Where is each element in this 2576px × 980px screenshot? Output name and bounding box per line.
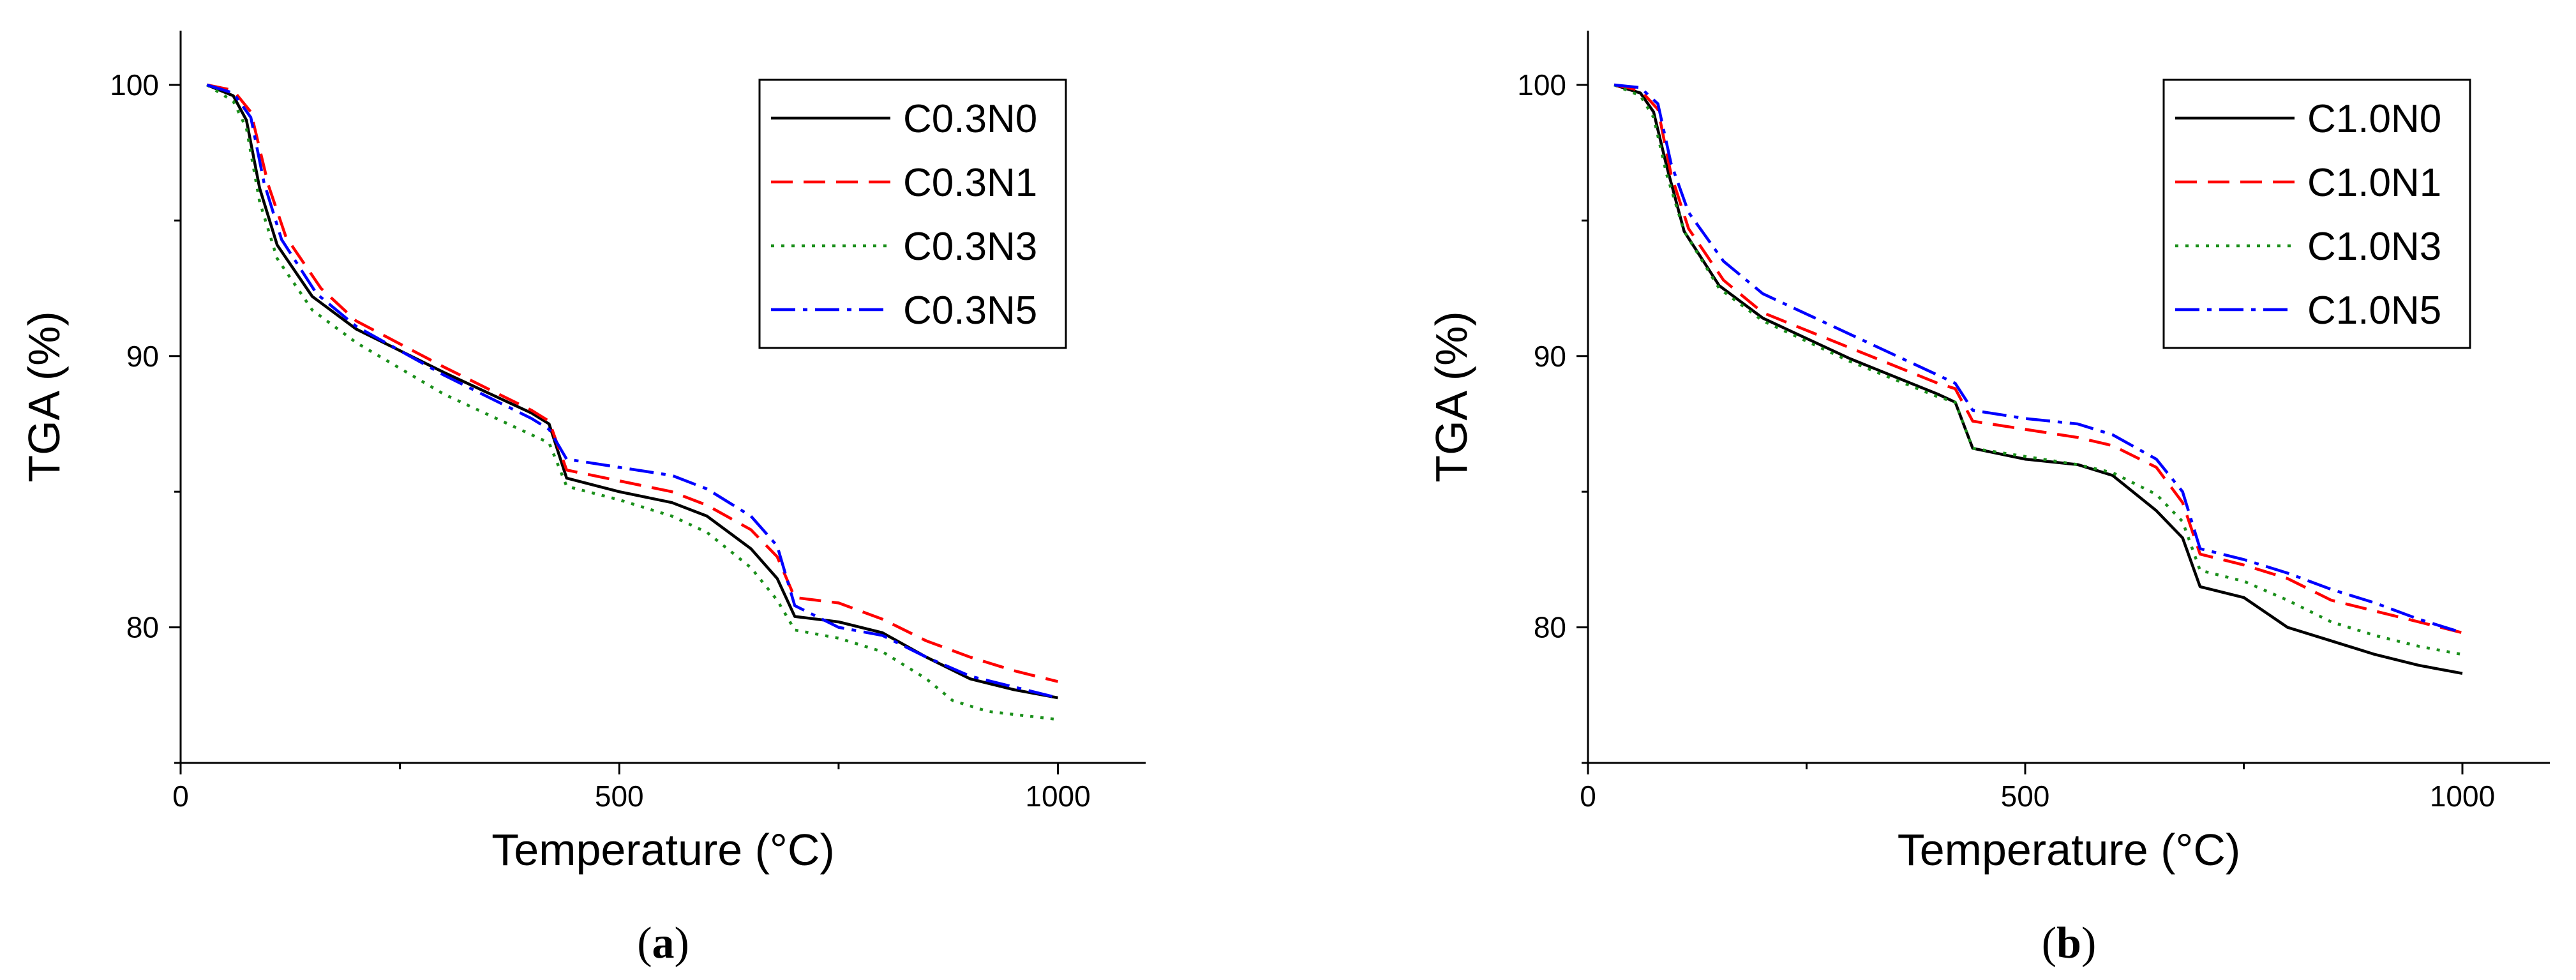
x-axis-title: Temperature (°C) [1898, 825, 2241, 875]
caption-letter: b [2056, 919, 2081, 968]
caption-paren-close: ) [2081, 919, 2096, 968]
y-tick-label: 100 [1517, 68, 1566, 102]
x-axis-title: Temperature (°C) [491, 825, 835, 875]
series-line-c1-0n1 [1614, 83, 2463, 635]
chart-panel-b: 0 500 1000 80 90 100 Temperature (°C) TGA (%) C1… [1427, 31, 2550, 968]
series-line-c0-3n5 [206, 83, 1059, 700]
panel-caption: (b) [2042, 919, 2097, 968]
legend-label: C0.3N3 [903, 225, 1037, 269]
y-axis-title: TGA (%) [19, 311, 69, 482]
series-line-c1-0n5 [1614, 83, 2463, 635]
series-line-c0-3n0 [206, 83, 1058, 700]
legend-label: C0.3N0 [903, 97, 1037, 141]
x-tick-label: 0 [1580, 780, 1596, 813]
legend-label: C0.3N1 [903, 161, 1037, 205]
legend: C0.3N0 C0.3N1 C0.3N3 C0.3N5 [758, 79, 1067, 349]
x-tick-label: 0 [172, 780, 189, 813]
legend-label: C1.0N5 [2307, 289, 2441, 333]
legend-label: C1.0N0 [2307, 97, 2441, 141]
y-tick-label: 80 [126, 611, 159, 644]
series-line-c0-3n1 [206, 83, 1059, 683]
x-tick-label: 500 [2001, 780, 2050, 813]
legend-box [758, 79, 1067, 349]
legend: C1.0N0 C1.0N1 C1.0N3 C1.0N5 [2162, 79, 2471, 349]
legend-label: C1.0N1 [2307, 161, 2441, 205]
y-tick-label: 100 [110, 68, 159, 102]
chart-panel-a: 0 500 1000 80 90 100 Temperature (°C) TGA (%) C0… [19, 31, 1146, 968]
legend-label: C0.3N5 [903, 289, 1037, 333]
x-tick-label: 1000 [2430, 780, 2495, 813]
caption-letter: a [652, 919, 675, 968]
caption-paren-open: ( [637, 919, 652, 968]
legend-box [2162, 79, 2471, 349]
y-tick-label: 90 [126, 340, 159, 373]
panel-caption: (a) [637, 919, 689, 968]
series-line-c0-3n3 [206, 84, 1058, 721]
x-tick-label: 500 [595, 780, 644, 813]
caption-paren-open: ( [2042, 919, 2056, 968]
series-line-c1-0n3 [1614, 83, 2463, 656]
series-line-c1-0n0 [1614, 83, 2463, 675]
y-tick-label: 80 [1534, 611, 1566, 644]
legend-label: C1.0N3 [2307, 225, 2441, 269]
x-tick-label: 1000 [1025, 780, 1090, 813]
y-axis-title: TGA (%) [1427, 311, 1476, 482]
y-tick-label: 90 [1534, 340, 1566, 373]
caption-paren-close: ) [675, 919, 689, 968]
